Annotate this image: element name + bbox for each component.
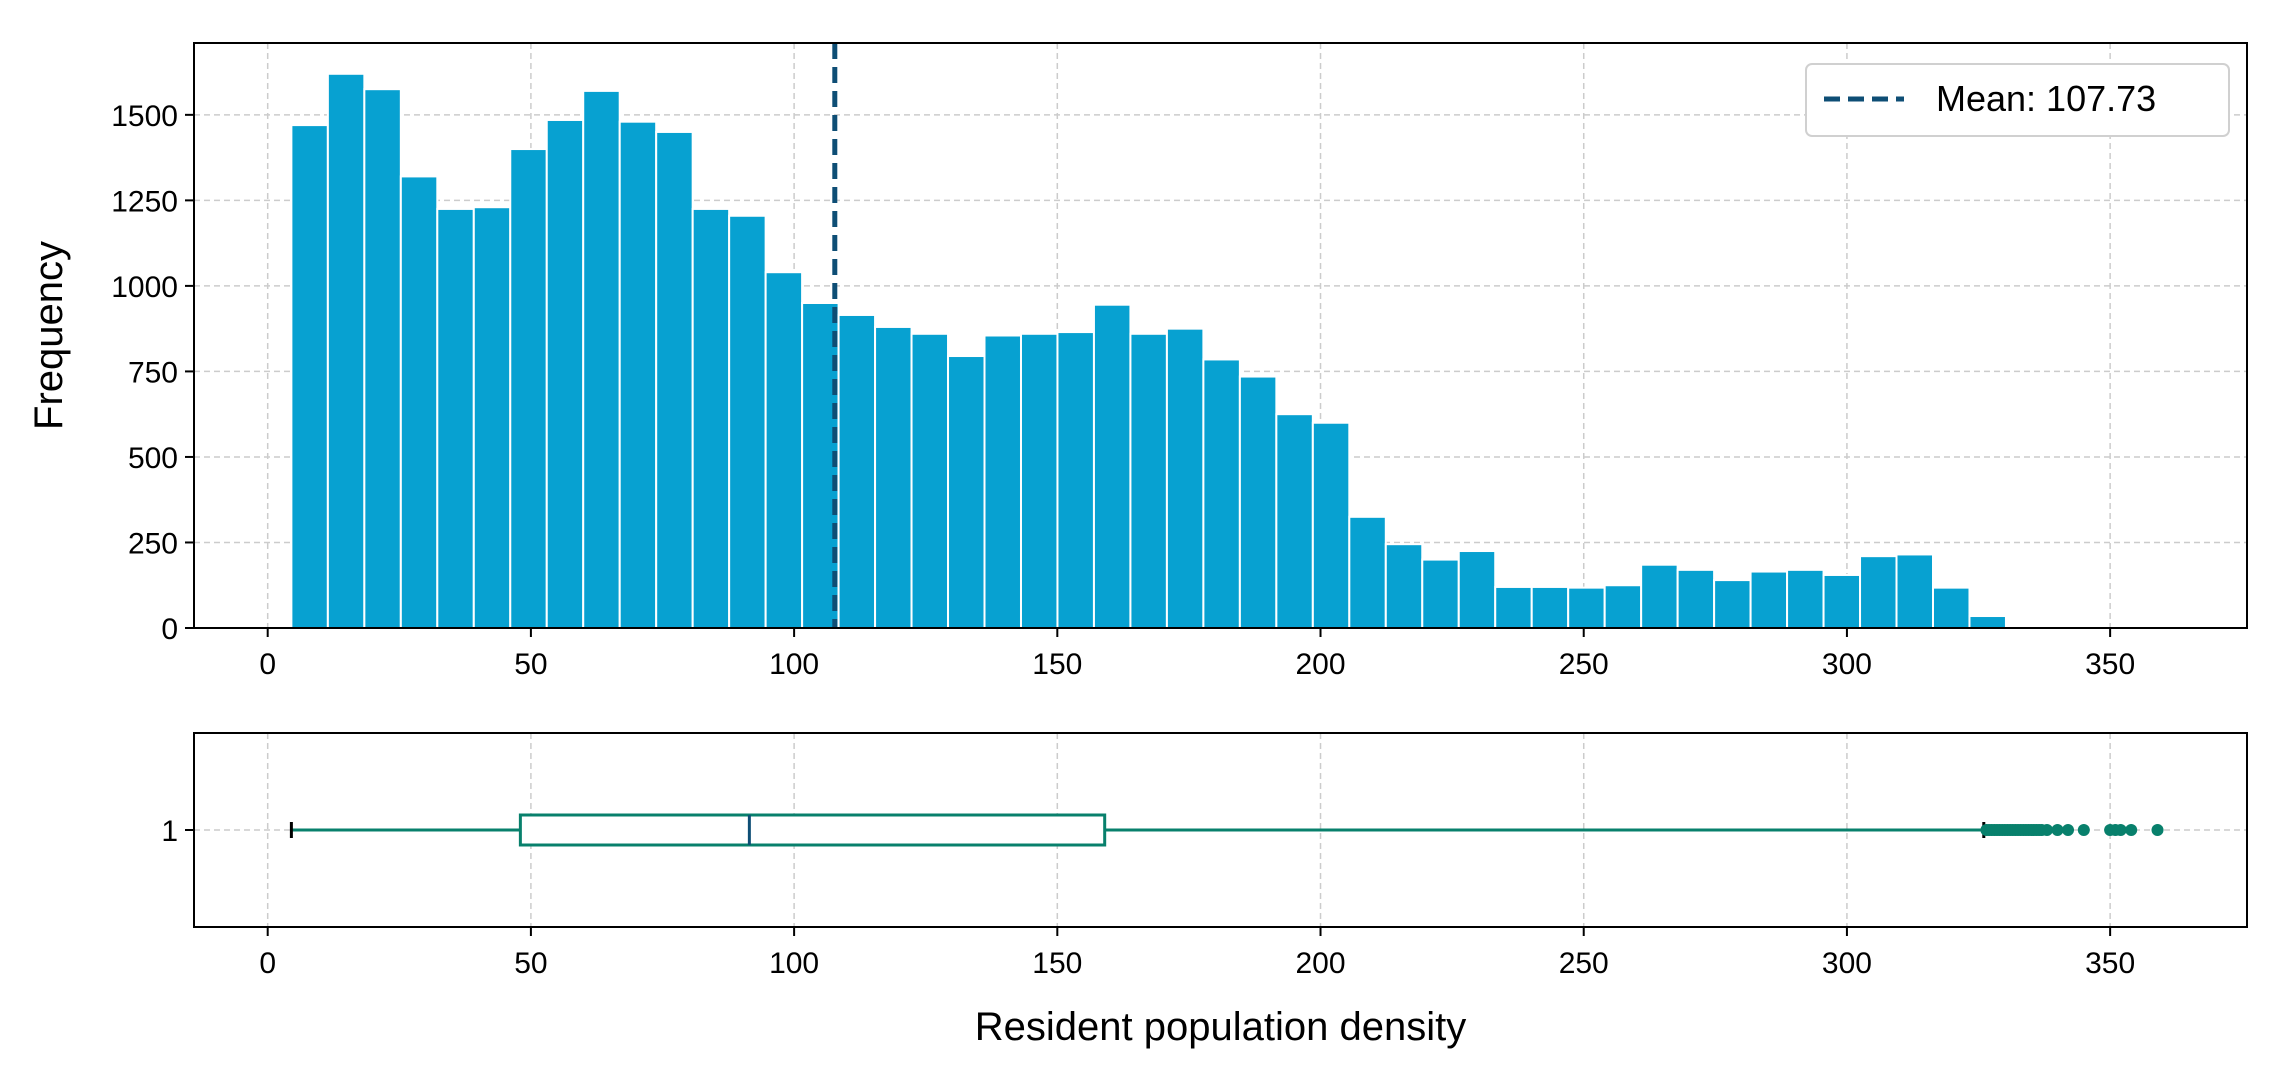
histogram-bar	[399, 175, 439, 629]
histogram-bar	[983, 334, 1022, 629]
hist-x-tick-label: 100	[769, 648, 819, 681]
hist-x-tick-label: 0	[259, 648, 276, 681]
histogram-bar	[1092, 303, 1132, 629]
box-x-tick-label: 50	[514, 947, 547, 980]
hist-y-tick-label: 0	[161, 613, 178, 646]
histogram-bar	[290, 124, 329, 630]
legend-box	[1805, 63, 2230, 137]
histogram-bar	[1530, 585, 1570, 630]
box-x-tick-label: 200	[1295, 947, 1345, 980]
boxplot-x-axis-label: Resident population density	[975, 1005, 1466, 1049]
boxplot-panel: 0 50 100 150 200 250 300 350 1 Resident populat…	[161, 732, 2248, 1049]
histogram-bar	[1421, 558, 1460, 629]
histogram-bar	[1822, 573, 1862, 630]
histogram-bar	[618, 120, 658, 630]
histogram-y-axis-label: Frequency	[27, 241, 71, 430]
box-y-tick-label: 1	[161, 815, 178, 848]
boxplot-marks	[289, 813, 2164, 847]
histogram-bar	[545, 118, 585, 629]
box-iqr	[518, 813, 1107, 847]
histogram-bar	[1165, 327, 1205, 629]
histogram-bar	[1056, 331, 1095, 629]
histogram-bar	[326, 72, 366, 629]
box-x-tick-label: 350	[2085, 947, 2135, 980]
histogram-frame	[193, 42, 2248, 629]
histogram-x-ticks: 0 50 100 150 200 250 300 350	[259, 628, 2135, 681]
histogram-bar	[837, 313, 877, 629]
hist-x-tick-label: 350	[2085, 648, 2135, 681]
histogram-bar	[728, 214, 767, 629]
histogram-bar	[1238, 375, 1278, 630]
hist-y-tick-label: 1500	[111, 100, 178, 133]
histogram-bar	[1640, 563, 1679, 629]
boxplot-x-ticks: 0 50 100 150 200 250 300 350	[259, 927, 2135, 980]
hist-y-tick-label: 750	[128, 356, 178, 389]
box-x-tick-label: 300	[1822, 947, 1872, 980]
histogram-bar	[1968, 615, 2007, 629]
histogram-bars	[290, 72, 2007, 630]
histogram-bar	[1676, 568, 1716, 629]
histogram-bar	[582, 89, 621, 630]
histogram-bar	[1749, 570, 1789, 629]
hist-y-tick-label: 1250	[111, 185, 178, 218]
histogram-bar	[472, 206, 512, 629]
histogram-bar	[1713, 579, 1752, 630]
histogram-bar	[1202, 358, 1241, 629]
histogram-y-ticks: 0 250 500 750 1000 1250 1500	[111, 100, 194, 646]
histogram-bar	[1859, 555, 1898, 629]
histogram-bar	[1348, 515, 1387, 630]
histogram-bar	[1931, 586, 1971, 630]
histogram-bar	[1603, 584, 1643, 629]
histogram-bar	[1311, 421, 1351, 629]
histogram-bar	[1129, 332, 1168, 629]
box-outlier	[2151, 824, 2164, 836]
histogram-bar	[655, 130, 694, 630]
hist-x-tick-label: 250	[1559, 648, 1609, 681]
histogram-bar	[874, 325, 913, 629]
box-outlier	[2077, 824, 2090, 836]
histogram-bar	[764, 271, 804, 629]
legend-mean-label: Mean: 107.73	[1936, 78, 2156, 119]
histogram-bar	[1567, 586, 1606, 630]
histogram-bar	[910, 332, 950, 629]
histogram-bar	[1895, 553, 1934, 630]
histogram-bar	[1019, 332, 1059, 629]
histogram-bar	[947, 355, 986, 629]
hist-x-tick-label: 200	[1295, 648, 1345, 681]
boxplot-y-ticks: 1	[161, 815, 194, 848]
box-outlier	[2062, 824, 2075, 836]
hist-y-tick-label: 250	[128, 527, 178, 560]
histogram-bar	[1494, 585, 1533, 630]
box-outlier	[2040, 824, 2053, 836]
legend: Mean: 107.73	[1805, 63, 2230, 137]
box-outlier	[2051, 824, 2064, 836]
histogram-bar	[436, 207, 475, 629]
histogram-bar	[1384, 543, 1424, 629]
hist-x-tick-label: 300	[1822, 648, 1872, 681]
hist-y-tick-label: 500	[128, 442, 178, 475]
box-outlier	[2114, 824, 2127, 836]
histogram-bar	[509, 148, 548, 629]
histogram-bar	[363, 88, 402, 630]
box-x-tick-label: 150	[1032, 947, 1082, 980]
box-x-tick-label: 0	[259, 947, 276, 980]
histogram-bar	[1786, 568, 1825, 629]
histogram-bar	[1457, 550, 1497, 629]
histogram-bar	[1275, 413, 1314, 629]
hist-x-tick-label: 50	[514, 648, 547, 681]
box-outlier	[2125, 824, 2138, 836]
hist-y-tick-label: 1000	[111, 271, 178, 304]
histogram-bar	[691, 207, 731, 629]
box-x-tick-label: 100	[769, 947, 819, 980]
hist-x-tick-label: 150	[1032, 648, 1082, 681]
box-x-tick-label: 250	[1559, 947, 1609, 980]
